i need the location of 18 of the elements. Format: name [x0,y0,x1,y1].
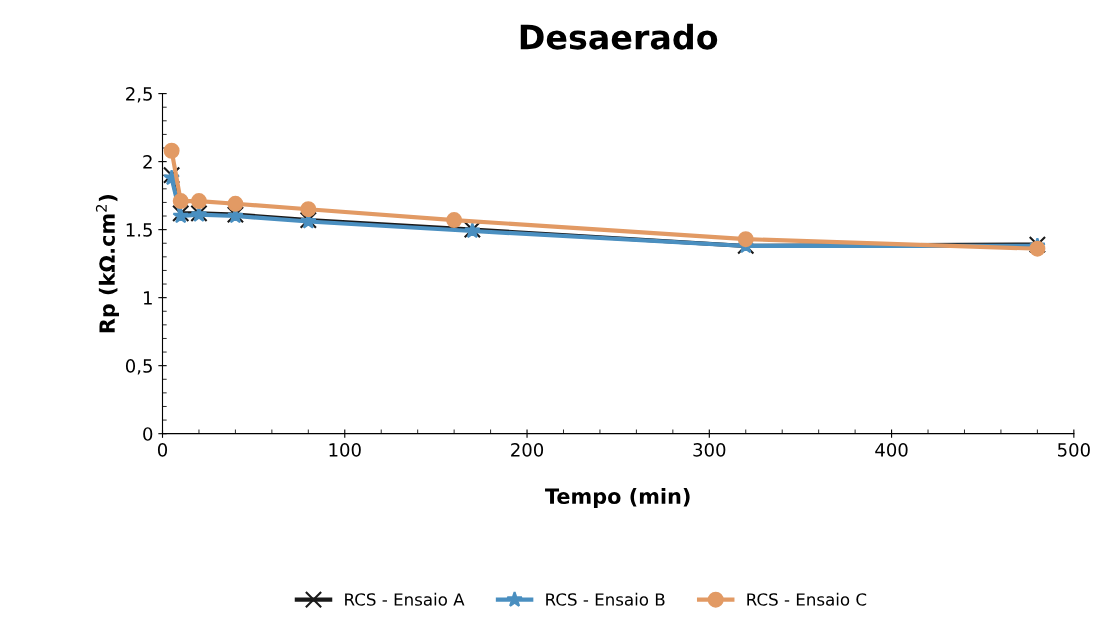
y-tick-label: 2 [143,155,152,169]
y-tick-label: 2,5 [126,87,152,103]
y-tick-label: 0 [143,427,153,441]
y-tick-label: 1.5 [126,223,152,237]
x-tick-label: 300 [693,443,726,457]
legend-label: RCS - Ensaio A [345,592,465,606]
x-tick-label: 500 [1058,443,1090,457]
y-tick-label: 0,5 [125,359,152,375]
legend-label: RCS - Ensaio C [747,592,867,606]
x-tick-label: 100 [329,443,361,457]
x-axis-title: Tempo (min) [545,487,690,509]
x-tick-label: 200 [511,443,544,457]
y-axis-title: Rp (kΩ.cm$^{2}$) [95,195,119,333]
legend-label: RCS - Ensaio B [546,592,665,606]
chart-title: Desaerado [520,23,718,50]
x-tick-label: 400 [875,443,908,457]
y-tick-label: 1 [143,291,152,305]
x-tick-label: 0 [157,443,168,457]
